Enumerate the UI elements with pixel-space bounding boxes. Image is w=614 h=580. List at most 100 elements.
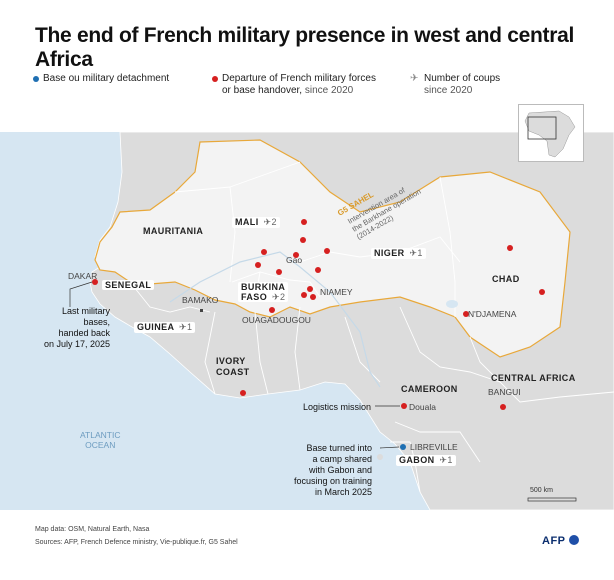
departure-dot-chad-2 (539, 289, 545, 295)
niger-name: NIGER (374, 248, 405, 258)
note-logistics: Logistics mission (303, 402, 372, 412)
map-svg (0, 131, 614, 511)
note-gabon-1: Base turned into (306, 443, 372, 453)
legend-departure-line1: Departure of French military forces (222, 73, 376, 84)
legend-departure-line2: or base handover, (222, 85, 303, 96)
label-bamako: BAMAKO (182, 295, 219, 305)
departure-markers (92, 219, 545, 410)
burkina-name-2: FASO (241, 292, 268, 302)
departure-dot-mali-6 (255, 262, 261, 268)
departure-dot-mali-2 (300, 237, 306, 243)
note-gabon-2: a camp shared (312, 454, 372, 464)
coup-plane-icon: ✈ (178, 322, 187, 332)
gabon-name: GABON (399, 455, 435, 465)
ocean-line1: ATLANTIC (80, 430, 121, 440)
label-ouagadougou: OUAGADOUGOU (242, 315, 311, 325)
label-ivory-coast: IVORY COAST (216, 356, 250, 378)
departure-dot-mali-1 (301, 219, 307, 225)
niger-coups-count: 1 (417, 248, 423, 258)
departure-dot-ouagadougou (269, 307, 275, 313)
base-dot-icon (33, 76, 39, 82)
departure-dot-burkina-1 (307, 286, 313, 292)
departure-dot-ndjamena (463, 311, 469, 317)
departure-dot-chad-1 (507, 245, 513, 251)
afp-logo: AFP (542, 535, 566, 547)
departure-dot-mali-7 (276, 269, 282, 275)
note-gabon-3: with Gabon and (308, 465, 372, 475)
mali-coups: ✈2 (264, 217, 277, 228)
coup-plane-icon: ✈ (410, 73, 419, 84)
inset-extent-box (527, 116, 557, 140)
coup-plane-icon: ✈ (439, 455, 448, 465)
mali-coups-count: 2 (271, 217, 277, 227)
departure-dot-gao (293, 252, 299, 258)
label-mauritania: MAURITANIA (143, 226, 204, 236)
label-bangui: BANGUI (488, 387, 521, 397)
label-niamey: NIAMEY (320, 287, 353, 297)
footer-map-data: Map data: OSM, Natural Earth, Nasa (35, 526, 150, 533)
burkina-coups-count: 2 (279, 292, 286, 302)
note-gabon: Base turned into a camp shared with Gabo… (282, 443, 372, 498)
legend-coups-line2: since 2020 (424, 85, 473, 96)
coup-plane-icon: ✈ (263, 217, 272, 227)
departure-dot-mali-4 (324, 248, 330, 254)
note-senegal-2: bases, (83, 317, 110, 327)
map-title: The end of French military presence in w… (35, 24, 574, 71)
map: MAURITANIA MALI ✈2 NIGER ✈1 CHAD SENEGAL… (0, 131, 614, 511)
departure-dot-niamey (310, 294, 316, 300)
inset-svg (524, 110, 576, 158)
island-bioko (377, 454, 383, 460)
burkina-name-1: BURKINA (241, 282, 286, 292)
label-atlantic-ocean: ATLANTIC OCEAN (80, 430, 120, 450)
departure-dot-abidjan (240, 390, 246, 396)
gabon-coups: ✈1 (439, 455, 452, 466)
ivory-name-2: COAST (216, 367, 250, 377)
label-niger: NIGER ✈1 (371, 248, 426, 259)
label-gao: Gao (286, 255, 303, 265)
departure-dot-mali-3 (261, 249, 267, 255)
afp-logo-icon (569, 535, 579, 545)
base-dot-libreville (400, 444, 406, 450)
niger-river (169, 251, 381, 388)
note-senegal: Last military bases, handed back on July… (20, 306, 110, 350)
note-senegal-1: Last military (61, 306, 110, 316)
guinea-coups-count: 1 (186, 322, 193, 332)
footer-sources: Sources: AFP, French Defence ministry, V… (35, 539, 238, 546)
label-ndjamena: N'DJAMENA (468, 309, 517, 319)
guinea-name: GUINEA (137, 322, 175, 332)
inset-africa-shape (524, 110, 576, 158)
legend-coups: ✈ Number of coups since 2020 (410, 73, 501, 97)
guinea-coups: ✈1 (179, 322, 192, 333)
label-dakar: DAKAR (68, 271, 98, 281)
label-douala: Douala (409, 402, 436, 412)
mali-name: MALI (235, 217, 259, 227)
legend-base: Base ou military detachment (33, 73, 170, 85)
note-senegal-3: handed back (58, 328, 110, 338)
leader-lines (69, 281, 400, 449)
gabon-coups-count: 1 (447, 455, 453, 465)
departure-dot-mali-5 (315, 267, 321, 273)
label-libreville: LIBREVILLE (410, 442, 458, 452)
legend-base-label: Base ou military detachment (43, 73, 170, 84)
lake-chad (446, 300, 458, 308)
legend-coups-line1: Number of coups (424, 73, 501, 84)
departure-dot-douala (401, 403, 407, 409)
coup-plane-icon: ✈ (409, 248, 418, 258)
departure-dot-dakar (92, 279, 98, 285)
country-borders (129, 161, 614, 493)
niger-coups: ✈1 (409, 248, 422, 259)
note-senegal-4: on July 17, 2025 (43, 339, 110, 349)
burkina-coups: ✈2 (272, 292, 285, 302)
label-guinea: GUINEA ✈1 (134, 322, 196, 333)
label-senegal: SENEGAL (102, 280, 155, 290)
capital-mark-bamako (200, 309, 203, 312)
note-gabon-4: focusing on training (293, 476, 372, 486)
ocean-line2: OCEAN (85, 440, 116, 450)
legend-departure-since: since 2020 (304, 85, 354, 96)
coup-plane-icon: ✈ (272, 292, 280, 302)
label-mali: MALI ✈2 (232, 217, 280, 228)
departure-dot-bangui (500, 404, 506, 410)
label-chad: CHAD (492, 274, 520, 284)
label-gabon: GABON ✈1 (396, 455, 456, 466)
label-burkina: BURKINA FASO ✈2 (238, 282, 289, 302)
